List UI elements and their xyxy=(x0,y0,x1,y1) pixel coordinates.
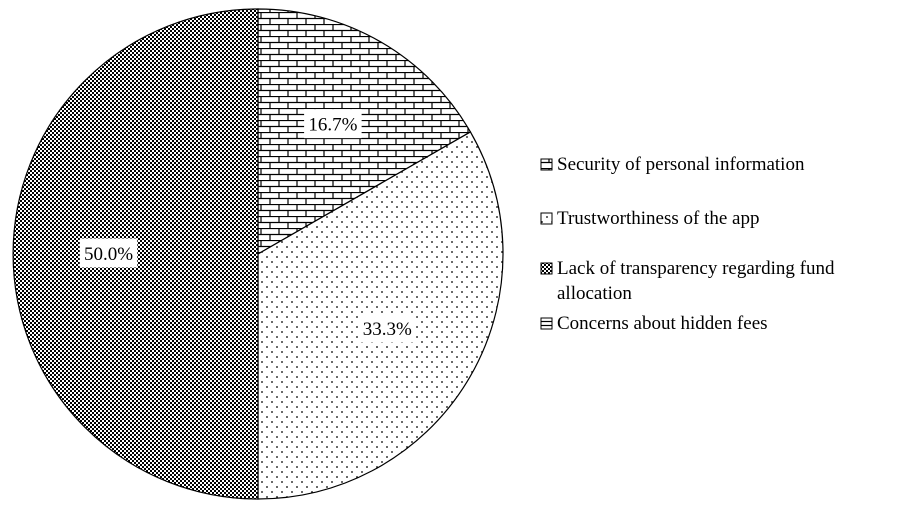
legend-label: Concerns about hidden fees xyxy=(557,313,768,334)
pie-slice-security-of-personal-information xyxy=(257,8,472,256)
data-label-background xyxy=(358,313,417,343)
data-label-background xyxy=(79,238,138,268)
legend-label-continued: allocation xyxy=(557,283,632,304)
legend: Security of personal information Trustwor… xyxy=(540,154,835,334)
data-label-lack-of-transparency-regarding-fund-allocation: 50.0% xyxy=(84,244,133,265)
legend-swatch-security-of-personal-information xyxy=(540,158,553,171)
legend-swatch-trustworthiness-of-the-app xyxy=(540,212,553,225)
legend-label: Security of personal information xyxy=(557,154,805,175)
legend-swatch-concerns-about-hidden-fees xyxy=(540,317,553,330)
legend-label: Lack of transparency regarding fund xyxy=(557,258,835,279)
data-label-background xyxy=(304,109,362,139)
data-label-security-of-personal-information: 16.7% xyxy=(308,115,357,136)
legend-label: Trustworthiness of the app xyxy=(557,208,760,229)
data-label-trustworthiness-of-the-app: 33.3% xyxy=(363,319,412,340)
legend-swatch-lack-of-transparency-regarding-fund xyxy=(540,262,553,275)
data-labels: 16.7% 33.3% 50.0% xyxy=(79,109,417,343)
